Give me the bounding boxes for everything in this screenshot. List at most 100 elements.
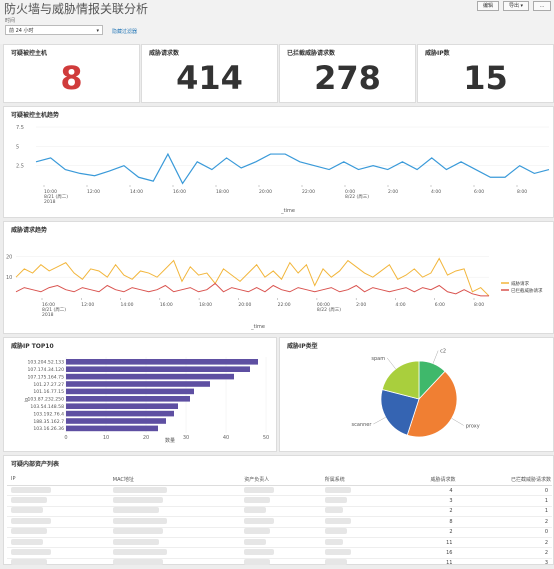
kpi-label: 已拦截威胁请求数 [287, 50, 336, 57]
table-cell [320, 485, 393, 497]
x-tick-label: 8:00 [474, 302, 484, 308]
redacted-value [244, 517, 275, 524]
kpi-value: 414 [176, 59, 243, 97]
x-tick-label: 50 [263, 435, 269, 441]
request-trend-panel: 威胁请求趋势 20 10 16:00 8/21 (周二) 2018 12:00 14:00… [3, 221, 554, 334]
x-tick-label: 40 [223, 435, 229, 441]
redacted-value [112, 507, 159, 514]
pie-slice [381, 360, 420, 400]
x-tick-label: 20:00 [259, 189, 272, 195]
table-cell: 1 [456, 495, 552, 507]
host-trend-line [35, 152, 550, 185]
redacted-value [244, 549, 275, 556]
table-cell [240, 537, 321, 549]
column-header[interactable]: IP [7, 473, 109, 486]
table-cell [320, 527, 393, 538]
pie-leader-line [386, 357, 396, 370]
x-tick-label: 22:00 [302, 189, 315, 195]
column-header[interactable]: 所属系统 [320, 473, 393, 486]
table-cell [7, 527, 109, 538]
y-tick-label: 7.5 [16, 125, 24, 131]
top-ip-panel: 威胁IP TOP10 0 10 20 30 40 50 103.204.52.133 107… [3, 337, 277, 452]
time-label: 时间 [5, 18, 16, 24]
y-tick-label: 2.5 [16, 164, 24, 170]
more-button[interactable]: ... [533, 1, 551, 11]
bar-category-label: 101.27.27.27 [33, 382, 64, 388]
host-trend-chart: 7.5 5 2.5 10:00 8/21 (周二) 2018 12:00 14:00 16:0… [16, 125, 550, 214]
bar [66, 381, 210, 387]
table-row[interactable]: 11 3 [7, 558, 552, 569]
x-tick-label: 22:00 [278, 302, 291, 308]
redacted-value [11, 507, 43, 514]
edit-button[interactable]: 编辑 [477, 1, 499, 11]
bar-category-label: 103.54.148.58 [30, 404, 64, 410]
bar [66, 418, 166, 424]
table-cell [7, 558, 109, 569]
page-title: 防火墙与威胁情报关联分析 [4, 2, 149, 16]
hide-filter-link[interactable]: 隐藏过滤器 [112, 29, 138, 35]
redacted-value [112, 517, 167, 524]
table-cell [320, 506, 393, 518]
table-cell [108, 485, 241, 497]
redacted-value [244, 507, 267, 514]
redacted-value [324, 549, 351, 556]
x-tick-label: 18:00 [216, 189, 229, 195]
x-tick-label: 12:00 [87, 189, 100, 195]
table-cell [7, 547, 109, 559]
table-row[interactable]: 11 2 [7, 537, 552, 549]
column-header[interactable]: 资产负责人 [240, 473, 321, 486]
table-cell [108, 537, 241, 549]
redacted-value [11, 497, 47, 504]
x-tick-label: 20:00 [238, 302, 251, 308]
redacted-value [244, 559, 271, 566]
x-tick-label: 4:00 [431, 189, 441, 195]
table-cell [320, 495, 393, 507]
x-tick-label: 18:00 [199, 302, 212, 308]
table-cell [108, 516, 241, 528]
x-tick-label: 30 [183, 435, 189, 441]
kpi-label: 可疑被控主机 [11, 50, 48, 57]
x-tick-label: 12:00 [81, 302, 94, 308]
panel-title: 威胁IP TOP10 [11, 343, 54, 350]
table-cell: 0 [456, 527, 552, 538]
column-header[interactable]: 威胁请求数 [392, 473, 457, 486]
kpi-value: 278 [314, 59, 381, 97]
panel-title: 可疑被控主机趋势 [11, 112, 60, 119]
y-tick-label: 20 [6, 254, 12, 260]
legend-requests: 威胁请求 [511, 280, 529, 287]
panel-title: 可疑内部资产列表 [11, 461, 60, 468]
table-cell [240, 495, 321, 507]
table-cell [240, 558, 321, 569]
column-header[interactable]: 已拦截威胁请求数 [456, 473, 552, 486]
pie-slice-label: spam [371, 356, 385, 362]
table-cell: 2 [456, 516, 552, 528]
table-cell [108, 527, 241, 538]
time-range-select[interactable]: 前 24 小时 ▾ [5, 25, 103, 35]
table-row[interactable]: 16 2 [7, 547, 552, 559]
host-trend-panel: 可疑被控主机趋势 7.5 5 2.5 10:00 8/21 (周二) 2018 12:00… [3, 106, 554, 218]
bar [66, 425, 158, 432]
time-range-value: 前 24 小时 [9, 28, 34, 34]
x-tick-label: 14:00 [130, 189, 143, 195]
redacted-value [244, 538, 267, 545]
table-cell: 1 [456, 506, 552, 518]
table-cell [320, 516, 393, 528]
y-axis-label: ip [24, 398, 30, 403]
bar [66, 366, 250, 372]
x-tick-label: 6:00 [435, 302, 445, 308]
kpi-label: 威胁IP数 [425, 50, 450, 57]
table-cell: 0 [456, 485, 552, 497]
redacted-value [324, 528, 347, 535]
export-button[interactable]: 导出 ▾ [503, 1, 529, 11]
table-cell [7, 495, 109, 507]
redacted-value [11, 486, 51, 493]
redacted-value [324, 497, 347, 504]
column-header[interactable]: MAC地址 [108, 473, 241, 486]
redacted-value [11, 559, 47, 566]
